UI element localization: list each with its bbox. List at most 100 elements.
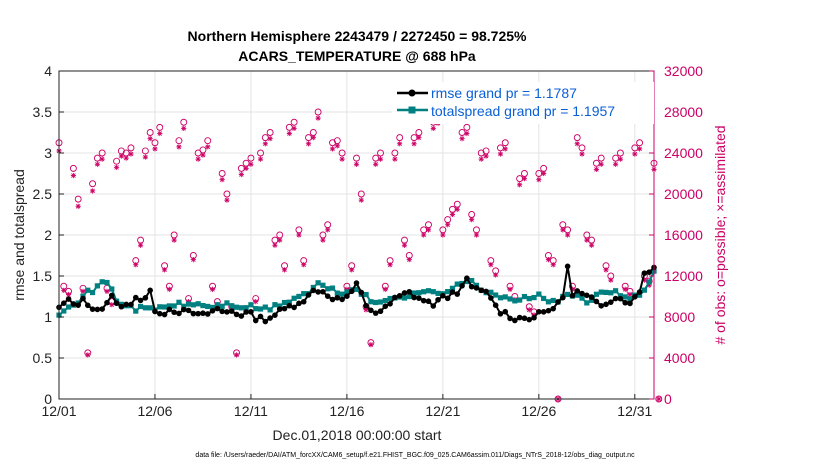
assimilated-obs-marker <box>507 286 513 292</box>
possible-obs-marker <box>257 149 264 157</box>
assimilated-obs-marker <box>277 237 283 243</box>
assimilated-obs-marker <box>406 257 412 263</box>
spread-point <box>301 291 307 297</box>
rmse-point <box>545 307 552 314</box>
spread-point <box>176 299 182 305</box>
possible-obs-marker <box>655 395 663 403</box>
assimilated-obs-stroke <box>450 212 455 217</box>
assimilated-obs-marker <box>301 262 307 268</box>
spread-point <box>224 300 230 306</box>
assimilated-obs-marker <box>397 141 403 147</box>
assimilated-obs-marker <box>445 222 451 228</box>
rmse-point <box>300 298 307 305</box>
assimilated-obs-stroke <box>622 287 628 292</box>
assimilated-obs-stroke <box>296 232 302 238</box>
spread-point <box>526 296 532 302</box>
assimilated-obs-stroke <box>263 141 268 147</box>
assimilated-obs-marker <box>181 125 187 131</box>
rmse-point <box>70 301 77 307</box>
possible-obs-marker <box>520 170 528 177</box>
spread-point <box>248 302 254 308</box>
rmse-point <box>531 314 537 321</box>
rmse-point <box>632 293 638 300</box>
assimilated-obs-marker <box>123 155 129 161</box>
possible-obs-marker <box>559 221 567 229</box>
rmse-point <box>612 295 619 302</box>
assimilated-obs-marker <box>449 211 456 218</box>
possible-obs-marker <box>237 164 245 172</box>
assimilated-obs-marker <box>617 156 624 162</box>
spread-point <box>200 302 206 309</box>
assimilated-obs-stroke <box>526 307 532 313</box>
assimilated-obs-stroke <box>200 152 206 158</box>
rmse-point <box>176 310 182 317</box>
spread-point <box>353 286 360 292</box>
possible-obs-marker <box>357 190 365 198</box>
assimilated-obs-stroke <box>354 162 359 167</box>
rmse-point <box>60 300 67 306</box>
rmse-point <box>118 303 125 310</box>
rmse-point <box>296 300 302 307</box>
spread-point <box>545 299 552 305</box>
assimilated-obs-stroke <box>301 262 306 267</box>
assimilated-obs-marker <box>613 161 619 167</box>
spread-point <box>262 304 268 310</box>
spread-point <box>195 301 201 307</box>
spread-point <box>133 308 139 314</box>
spread-point <box>89 289 96 296</box>
rmse-point <box>468 283 475 290</box>
possible-obs-marker <box>540 164 548 172</box>
assimilated-obs-marker <box>574 141 580 147</box>
rmse-point <box>161 311 168 318</box>
assimilated-obs-stroke <box>387 262 393 267</box>
possible-obs-marker <box>309 129 317 136</box>
rmse-point <box>497 310 504 317</box>
assimilated-obs-marker <box>517 182 523 188</box>
rmse-point <box>324 293 331 299</box>
assimilated-obs-marker <box>603 267 609 273</box>
rmse-point <box>420 297 427 304</box>
assimilated-obs-stroke <box>85 352 91 358</box>
possible-obs-marker <box>137 236 145 244</box>
spread-point <box>267 307 273 313</box>
possible-obs-marker <box>564 226 572 234</box>
assimilated-obs-marker <box>497 151 504 157</box>
spread-point <box>469 277 475 284</box>
assimilated-obs-stroke <box>359 197 364 203</box>
spread-point <box>233 304 240 310</box>
assimilated-obs-stroke <box>311 135 316 140</box>
spread-point <box>142 305 148 311</box>
rmse-point <box>444 295 451 302</box>
spread-point <box>387 295 393 302</box>
spread-point <box>627 296 633 302</box>
assimilated-obs-stroke <box>258 156 263 162</box>
spread-point <box>464 278 470 285</box>
assimilated-obs-stroke <box>224 197 230 203</box>
assimilated-obs-marker <box>190 257 196 263</box>
y-axis-left-label: rmse and totalspread <box>11 169 27 301</box>
x-tick-label: 12/21 <box>425 403 460 419</box>
rmse-point <box>152 308 158 315</box>
spread-point <box>608 290 614 296</box>
legend-spread-label: totalspread grand pr = 1.1957 <box>431 103 615 119</box>
possible-obs-marker <box>242 159 250 167</box>
assimilated-obs-marker <box>493 272 499 278</box>
assimilated-obs-marker <box>80 288 86 294</box>
assimilated-obs-stroke <box>373 162 378 167</box>
assimilated-obs-marker <box>157 130 163 137</box>
spread-point <box>85 287 91 293</box>
spread-point <box>598 289 604 295</box>
rmse-point <box>94 306 101 313</box>
assimilated-obs-stroke <box>550 262 556 267</box>
rmse-point <box>593 298 600 305</box>
possible-obs-marker <box>353 154 360 162</box>
assimilated-obs-stroke <box>411 141 417 147</box>
spread-point <box>166 303 172 309</box>
assimilated-obs-marker <box>75 203 81 209</box>
y-axis-left: 0 0.5 1 1.5 2 2.5 3 3.5 4 <box>33 63 64 407</box>
spread-point <box>181 303 187 309</box>
possible-obs-marker <box>290 118 298 126</box>
spread-point <box>320 282 326 288</box>
assimilated-obs-marker <box>589 242 595 248</box>
spread-point <box>243 305 249 311</box>
